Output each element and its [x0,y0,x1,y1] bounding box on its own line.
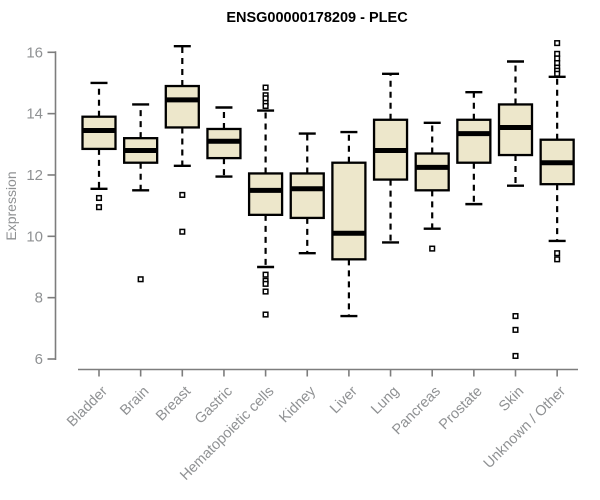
outlier-point [554,70,561,77]
x-category-label: Skin [496,384,527,415]
outlier-point [512,313,519,320]
box-group [289,132,325,255]
iqr-box [456,118,492,164]
outlier-point [179,191,186,198]
box-group [81,81,117,211]
box-group [247,84,284,318]
box-group [372,72,409,244]
outlier-point [554,40,561,47]
box-group [414,121,450,252]
outlier-point [262,102,269,110]
y-tick-label: 6 [35,351,43,368]
outlier-point [137,276,144,283]
iqr-box [247,172,284,217]
x-category-label: Bladder [64,383,111,430]
outlier-point [262,311,269,318]
outlier-point [429,245,436,252]
x-category-label: Breast [153,384,194,425]
boxes-layer [81,40,575,359]
y-tick-label: 14 [26,106,43,123]
outlier-point [554,250,561,257]
x-category-label: Prostate [436,384,485,433]
x-category-label: Lung [368,384,402,418]
outlier-point [95,204,103,211]
x-category-label: Liver [327,383,361,417]
outlier-point [512,326,519,333]
y-tick-label: 16 [26,44,43,61]
outlier-point [179,228,186,235]
outlier-point [262,280,269,287]
outlier-point [95,194,103,202]
iqr-box [331,161,367,261]
outlier-point [262,288,269,295]
iqr-box [289,172,325,220]
x-category-label: Kidney [276,383,319,426]
box-group [539,40,575,263]
y-tick-label: 10 [26,228,43,245]
box-group [331,130,367,318]
outlier-point [554,256,561,263]
x-category-label: Brain [117,384,152,419]
y-axis-label: Expression [3,171,19,240]
box-group [164,44,200,235]
iqr-box [164,84,200,129]
box-group [497,60,534,359]
iqr-box [414,152,450,192]
box-group [206,106,242,178]
outlier-point [512,352,519,359]
y-tick-label: 8 [35,290,43,307]
outlier-point [262,84,269,91]
box-group [123,103,159,283]
outlier-point [262,271,269,278]
y-tick-label: 12 [26,167,43,184]
box-group [456,90,492,206]
chart-title: ENSG00000178209 - PLEC [226,10,408,26]
